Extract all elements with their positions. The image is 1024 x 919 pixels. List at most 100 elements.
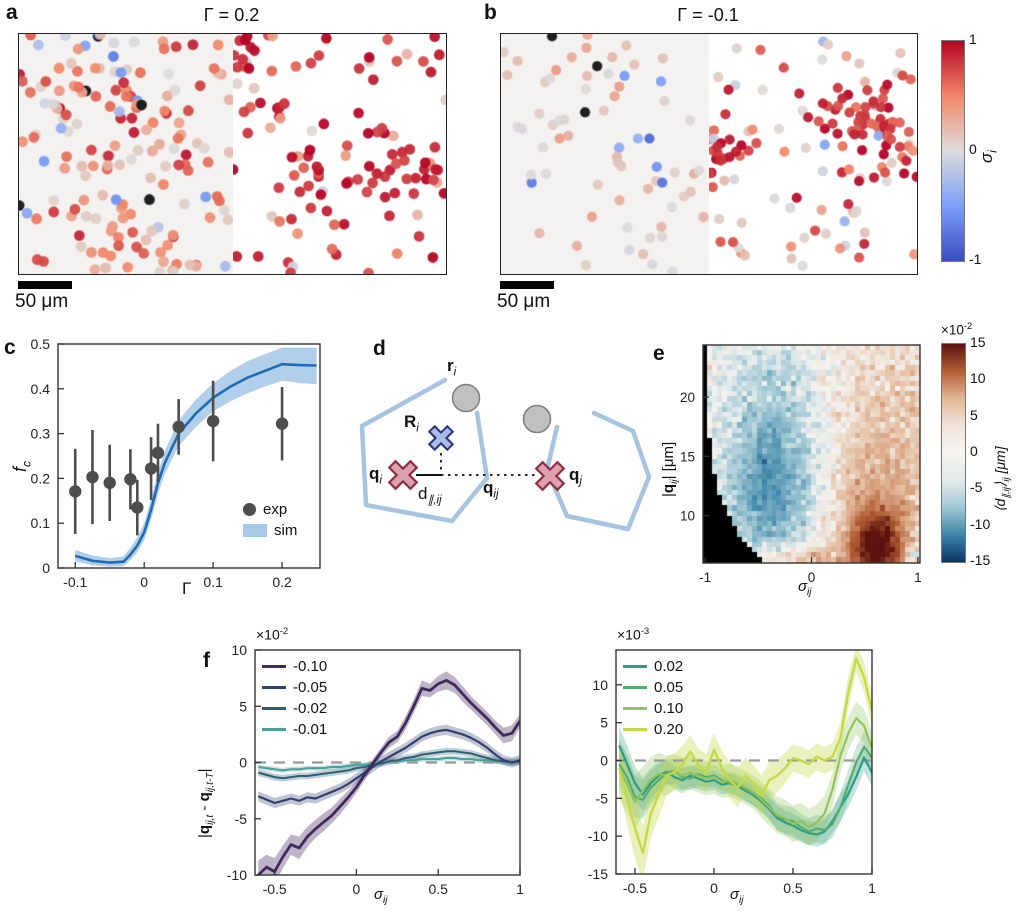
fc-vs-gamma-chart: -0.1 0 0.1 0.2 0 0.1 0.2 0.3 0.4 0.5 <box>31 336 321 590</box>
legend-item-sim: sim <box>243 520 297 541</box>
series-line-icon <box>623 685 647 690</box>
panel-d-letter: d <box>373 337 386 360</box>
legend-label: 0.10 <box>654 700 684 717</box>
qdiff-chart-negative-gamma: -0.5 0 0.5 1 -10 -5 0 5 10 <box>227 642 524 897</box>
cell-pair-schematic <box>359 377 652 532</box>
scalebar-a <box>18 281 72 289</box>
svg-text:0.2: 0.2 <box>272 574 292 590</box>
series-line-icon <box>262 685 286 690</box>
svg-text:0.5: 0.5 <box>428 881 448 897</box>
panel-b-title: Γ = -0.1 <box>677 5 739 25</box>
colorbar-tick-label: -10 <box>970 515 991 532</box>
svg-text:-5: -5 <box>235 811 248 827</box>
label-d-parallel: d∥,ij <box>418 484 442 507</box>
legend-label-sim: sim <box>274 522 298 539</box>
svg-text:20: 20 <box>680 390 695 405</box>
scalebar-a-label: 50 μm <box>15 291 69 312</box>
colorbar-tick-label: -15 <box>970 552 991 568</box>
f-left-offset: ×10-2 <box>256 626 289 643</box>
legend-label: 0.20 <box>654 721 684 738</box>
colorbar-tick-label: 10 <box>970 370 986 387</box>
colorbar-tick-label: -1 <box>969 251 982 267</box>
legend-label-exp: exp <box>263 501 288 518</box>
svg-text:0: 0 <box>353 881 361 897</box>
legend-item: -0.05 <box>262 677 327 698</box>
panel-c-legend: exp sim <box>243 499 297 541</box>
series-line-icon <box>623 727 647 732</box>
dij-colorbar-label: ⟨d∥,ij⟩ij [μm] <box>992 446 1012 512</box>
panel-e-xlabel: σij <box>798 578 812 598</box>
f-right-offset: ×10-3 <box>617 626 650 643</box>
svg-text:0: 0 <box>42 560 50 576</box>
heatmap-axes: -1 0 1 10 15 20 <box>680 344 922 585</box>
svg-text:-5: -5 <box>596 790 609 806</box>
panel-a-letter: a <box>6 1 18 24</box>
svg-text:0: 0 <box>239 755 247 771</box>
panel-b-letter: b <box>484 1 497 24</box>
svg-text:1: 1 <box>868 880 876 896</box>
legend-item: 0.10 <box>623 698 683 719</box>
exp-marker-icon <box>243 503 256 516</box>
sim-band-icon <box>243 524 267 537</box>
legend-item-exp: exp <box>243 499 297 520</box>
micrograph-b-left <box>501 34 709 274</box>
svg-text:0.4: 0.4 <box>31 381 51 397</box>
dij-heatmap <box>703 345 920 563</box>
label-qij: qij <box>483 478 499 501</box>
series-line-icon <box>623 664 647 669</box>
colorbar-tick-label: -5 <box>970 479 983 496</box>
f-right-xlabel: σij <box>730 886 744 906</box>
legend-label: -0.10 <box>293 658 328 675</box>
cell-i-outline <box>359 377 490 524</box>
legend-item: -0.10 <box>262 656 327 677</box>
svg-text:10: 10 <box>680 509 695 524</box>
svg-text:-10: -10 <box>588 828 608 844</box>
sigma-colorbar <box>941 40 965 262</box>
legend-label: 0.02 <box>654 658 684 675</box>
svg-text:0: 0 <box>140 574 148 590</box>
legend-label: 0.05 <box>654 679 684 696</box>
svg-text:-10: -10 <box>227 867 247 883</box>
svg-text:0.3: 0.3 <box>31 426 51 442</box>
panel-c-xlabel: Γ <box>182 579 192 598</box>
svg-text:-15: -15 <box>588 866 608 882</box>
svg-text:10: 10 <box>231 642 247 658</box>
Ri-cross-marker <box>427 424 455 452</box>
scalebar-b <box>500 281 554 289</box>
svg-text:0.5: 0.5 <box>783 880 803 896</box>
legend-item: 0.20 <box>623 719 683 740</box>
svg-text:-1: -1 <box>699 570 711 585</box>
svg-text:0.5: 0.5 <box>31 336 51 352</box>
label-Ri: Ri <box>404 412 419 435</box>
svg-text:10: 10 <box>592 677 608 693</box>
nucleus-i-circle <box>451 383 481 413</box>
label-qj: qj <box>569 465 582 488</box>
svg-text:-0.1: -0.1 <box>63 574 87 590</box>
nucleus-j-circle <box>522 404 552 434</box>
colorbar-tick-label: 0 <box>969 141 977 157</box>
svg-text:0.2: 0.2 <box>31 470 51 486</box>
svg-text:5: 5 <box>600 715 608 731</box>
panel-e-ylabel: |qij| [μm] <box>660 441 680 497</box>
series-line-icon <box>262 664 286 669</box>
svg-text:1: 1 <box>914 570 922 585</box>
legend-label: -0.02 <box>293 700 328 717</box>
svg-text:1: 1 <box>516 881 524 897</box>
f-right-legend: 0.02 0.05 0.10 0.20 <box>623 656 683 740</box>
micrograph-a-right <box>232 34 447 274</box>
f-left-xlabel: σij <box>374 886 388 906</box>
svg-text:0.1: 0.1 <box>203 574 223 590</box>
legend-item: 0.05 <box>623 677 683 698</box>
series-line-icon <box>262 727 286 732</box>
micrograph-a-left <box>19 34 233 274</box>
panel-c-letter: c <box>4 336 16 359</box>
panel-f-ylabel: |qij,t - qij,t-T| <box>196 768 216 839</box>
series-line-icon <box>262 706 286 711</box>
micrograph-b-right <box>708 34 918 274</box>
label-qi: qi <box>369 464 382 487</box>
svg-text:5: 5 <box>239 698 247 714</box>
colorbar-tick-label: 5 <box>970 406 978 423</box>
legend-label: -0.01 <box>293 721 328 738</box>
svg-text:0: 0 <box>600 752 608 768</box>
